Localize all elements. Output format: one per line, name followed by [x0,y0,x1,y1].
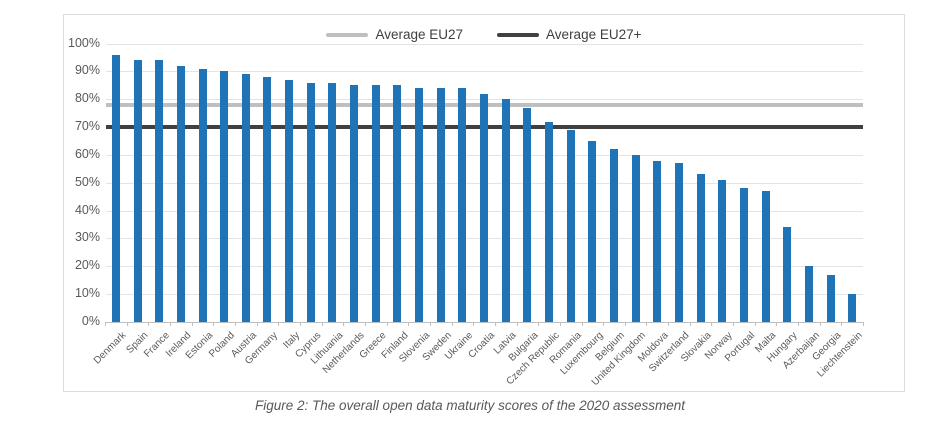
x-axis-tick-mark [126,322,128,326]
bar-netherlands [350,85,359,322]
x-axis-tick-mark [105,322,106,326]
x-axis-tick-mark [191,322,193,326]
legend-item-average-eu27: Average EU27 [326,27,463,42]
x-axis-tick-mark [559,322,561,326]
x-axis-tick-mark [429,322,431,326]
bar-spain [133,60,142,322]
bar-moldova [653,160,662,322]
x-axis-tick-mark [733,322,735,326]
x-axis-tick-mark [256,322,258,326]
bar-malta [761,191,770,322]
bar-norway [718,180,727,322]
bar-sweden [436,88,445,322]
bar-poland [220,71,229,322]
x-axis-tick-mark [234,322,236,326]
y-axis-tick-label: 0% [81,314,100,328]
x-axis-tick-mark [299,322,301,326]
y-axis-tick-label: 60% [74,146,100,161]
x-axis-tick-mark [689,322,691,326]
y-axis-tick-label: 30% [74,230,100,245]
x-axis-tick-mark [819,322,821,326]
x-axis-tick-mark [646,322,648,326]
y-axis-tick-label: 90% [74,63,100,78]
bar-ireland [176,65,185,322]
x-axis-tick-mark [754,322,756,326]
x-axis-tick-mark [711,322,713,326]
bar-denmark [111,54,120,322]
bar-finland [393,85,402,322]
bar-romania [566,129,575,322]
x-axis-tick-mark [798,322,799,326]
bar-belgium [609,149,618,322]
bar-portugal [739,188,748,322]
y-axis-tick-label: 20% [74,258,100,273]
x-axis-tick-mark [278,322,280,326]
y-axis-tick-label: 70% [74,119,100,133]
bar-germany [263,76,272,322]
bar-switzerland [674,163,683,322]
x-axis-tick-mark [451,322,453,326]
y-axis-tick-label: 100% [68,35,100,50]
bar-hungary [783,227,792,322]
bar-croatia [480,93,488,322]
legend-label-eu27plus: Average EU27+ [546,27,642,42]
x-axis-tick-mark [776,322,778,326]
bar-georgia [826,274,835,322]
bar-austria [241,74,250,322]
x-axis-tick-mark [343,322,345,326]
bar-bulgaria [523,107,532,322]
x-axis-tick-mark [473,322,475,326]
bar-ukraine [458,88,467,322]
bar-luxembourg [588,141,597,322]
y-axis-tick-label: 40% [74,202,100,217]
bar-united-kingdom [631,154,640,322]
x-axis-tick-mark [841,322,843,326]
y-gridline [106,43,863,45]
y-axis-tick-label: 80% [74,91,100,106]
y-gridline [106,71,863,73]
bar-slovenia [415,88,423,322]
x-axis-tick-mark [364,322,366,326]
figure-caption: Figure 2: The overall open data maturity… [255,398,685,413]
chart-legend: Average EU27 Average EU27+ [64,27,904,42]
x-axis-tick-mark [170,322,171,326]
bar-estonia [198,68,207,322]
x-axis-tick-mark [538,322,540,326]
bar-latvia [501,99,510,322]
x-axis-tick-mark [863,322,864,326]
x-axis-tick-mark [624,322,626,326]
x-axis-tick-mark [668,322,670,326]
bar-czech-republic [545,121,553,322]
legend-label-eu27: Average EU27 [375,27,464,42]
x-axis-tick-mark [321,322,323,326]
y-axis-tick-label: 10% [74,286,100,301]
bar-slovakia [696,174,705,322]
legend-line-swatch-eu27 [326,32,369,37]
bar-italy [285,79,294,322]
x-axis-tick-mark [603,322,605,326]
bar-greece [371,85,380,322]
bar-azerbaijan [804,266,813,322]
x-axis-tick-mark [581,322,583,326]
bar-cyprus [306,82,315,322]
legend-item-average-eu27plus: Average EU27+ [497,27,642,42]
x-axis-tick-mark [494,322,496,326]
x-axis-line [106,322,863,323]
bar-france [155,60,164,322]
x-axis-tick-mark [386,322,388,326]
x-axis-tick-mark [516,322,518,326]
bar-liechtenstein [848,294,857,322]
x-axis-tick-mark [408,322,410,326]
y-axis-tick-label: 50% [74,174,100,189]
x-axis-tick-mark [213,322,215,326]
legend-line-swatch-eu27plus [497,32,540,37]
x-axis-tick-mark [148,322,150,326]
bar-lithuania [328,82,337,322]
